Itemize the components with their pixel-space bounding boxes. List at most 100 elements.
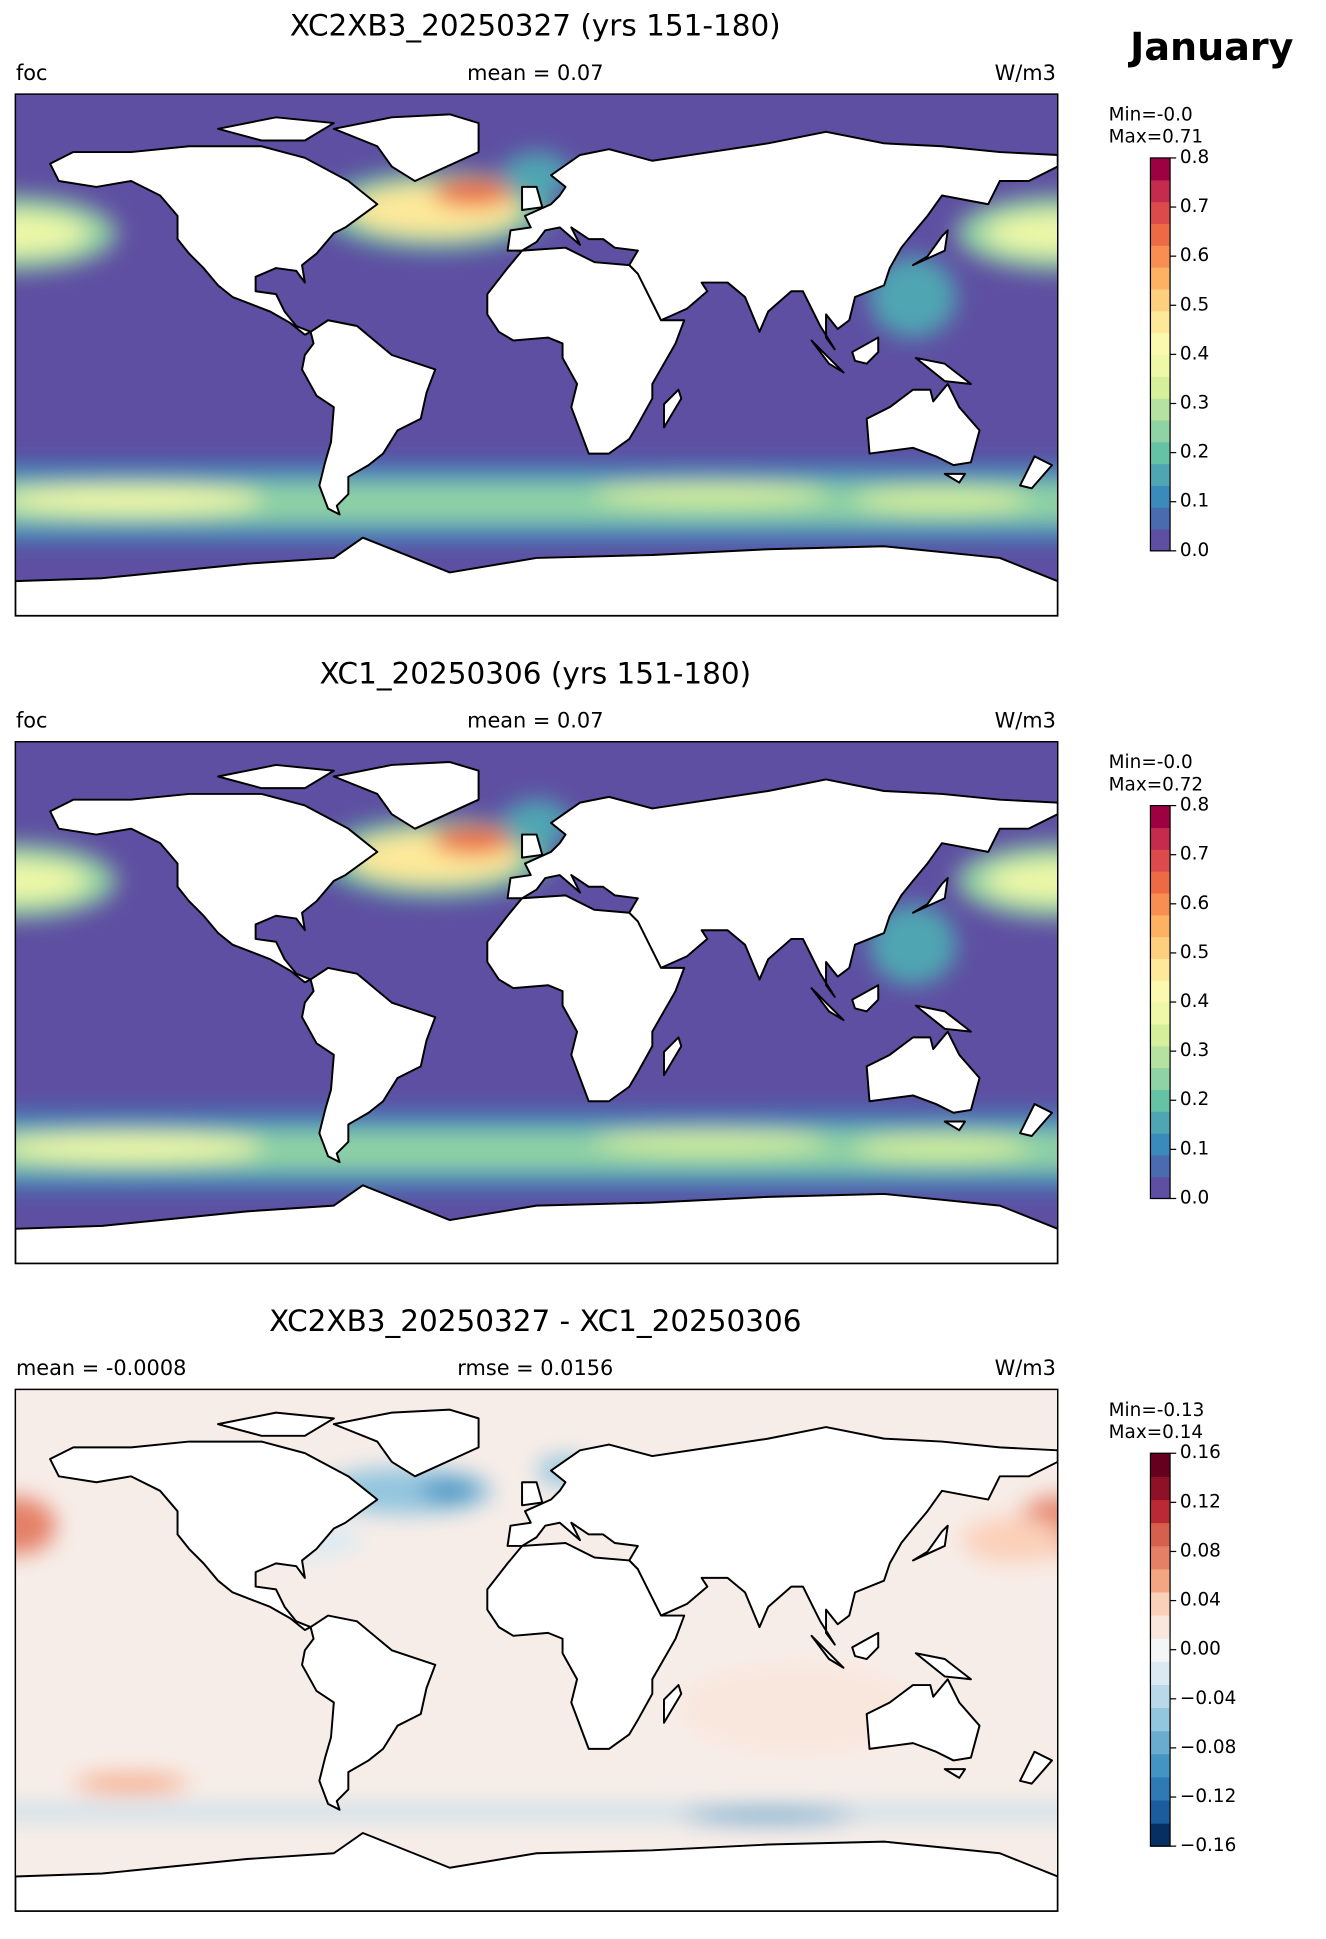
colorbar-level (1150, 1615, 1171, 1639)
land (943, 472, 967, 484)
land (486, 1542, 686, 1750)
land (301, 319, 437, 516)
land (911, 229, 949, 267)
colorbar-level (1150, 332, 1171, 355)
field-patch (681, 1664, 913, 1752)
land (1019, 1103, 1053, 1137)
colorbar-tick-label: 0.6 (1180, 893, 1209, 914)
land (49, 792, 379, 984)
colorbar-level (1150, 1067, 1171, 1090)
min-label: Min=-0.0 (1109, 752, 1193, 773)
field-patch (869, 256, 957, 338)
land (332, 113, 480, 183)
field-patch (432, 178, 514, 208)
colorbar-tick-label: 0.1 (1180, 491, 1209, 512)
right-label: W/m3 (995, 1356, 1056, 1380)
colorbar-level (1150, 958, 1171, 981)
colorbar-level (1150, 354, 1171, 377)
land (810, 987, 845, 1022)
colorbar-tick-label: 0.04 (1180, 1590, 1221, 1611)
land (865, 1030, 981, 1114)
field-patch (594, 1130, 827, 1154)
colorbar-tick-label: 0.7 (1180, 844, 1209, 865)
colorbar-level (1150, 1111, 1171, 1134)
land (911, 877, 949, 914)
land (486, 894, 686, 1103)
land (506, 130, 1058, 351)
field-patch (15, 485, 262, 515)
colorbar-level (1150, 1476, 1171, 1501)
colorbar-tick-label: 0.3 (1180, 1040, 1209, 1061)
field-patch (501, 799, 572, 847)
month-title: January (1127, 25, 1293, 69)
colorbar-level (1150, 1499, 1171, 1524)
colorbar-level (1150, 398, 1171, 421)
right-label: W/m3 (995, 61, 1056, 85)
colorbar-level (1150, 201, 1171, 225)
colorbar-level (1150, 1023, 1171, 1047)
land (15, 536, 1058, 616)
land (914, 1652, 972, 1681)
colorbar-level (1150, 245, 1171, 268)
land (301, 966, 437, 1164)
field-patch (501, 152, 572, 199)
colorbar-level (1150, 507, 1171, 530)
land (1019, 455, 1053, 490)
land (851, 336, 880, 365)
colorbar-tick-label: 0.1 (1180, 1138, 1209, 1159)
colorbar-level (1150, 376, 1171, 399)
colorbar-level (1150, 179, 1171, 203)
field-patch (855, 488, 1029, 512)
colorbar-level (1150, 914, 1171, 938)
map-frame (14, 1388, 1059, 1912)
field-patch (15, 212, 88, 254)
map (14, 741, 1059, 1265)
colorbar-level (1150, 1638, 1171, 1662)
colorbar-tick-label: 0.00 (1180, 1639, 1221, 1660)
field-patch (15, 1133, 262, 1163)
right-label: W/m3 (995, 708, 1056, 732)
colorbar-level (1150, 1522, 1171, 1547)
field-patch (985, 860, 1058, 902)
colorbar-level (1150, 463, 1171, 486)
colorbar-level (1150, 1176, 1171, 1200)
land (662, 1036, 683, 1077)
center-label: mean = 0.07 (467, 61, 603, 85)
min-label: Min=-0.13 (1109, 1400, 1205, 1421)
land (914, 1004, 972, 1033)
land (217, 116, 335, 142)
land (486, 246, 686, 455)
max-label: Max=0.72 (1109, 774, 1203, 795)
colorbar-tick-label: −0.08 (1180, 1737, 1236, 1758)
panel-title: XC2XB3_20250327 - XC1_20250306 (269, 1304, 801, 1338)
land (914, 356, 972, 385)
colorbar-level (1150, 936, 1171, 959)
land (301, 1614, 437, 1811)
field-patch (73, 1774, 190, 1793)
land (851, 1631, 880, 1661)
max-label: Max=0.14 (1109, 1422, 1203, 1443)
land (49, 145, 379, 336)
land (332, 761, 480, 830)
colorbar-level (1150, 871, 1171, 894)
panel: XC2XB3_20250327 (yrs 151-180) foc mean = 0… (14, 9, 1209, 617)
colorbar-level (1150, 1823, 1171, 1847)
colorbar-tick-label: −0.16 (1180, 1835, 1236, 1856)
land (506, 1426, 1058, 1646)
field-patch (594, 482, 827, 506)
land (1019, 1750, 1053, 1785)
left-label: foc (16, 708, 48, 732)
colorbar-level (1150, 223, 1171, 246)
field-patch (15, 860, 88, 902)
colorbar-level (1150, 441, 1171, 465)
colorbar-tick-label: 0.2 (1180, 1089, 1209, 1110)
colorbar-level (1150, 1684, 1171, 1709)
colorbar-level (1150, 1154, 1171, 1178)
left-label: mean = -0.0008 (16, 1356, 186, 1380)
colorbar-level (1150, 267, 1171, 290)
land (911, 1524, 949, 1562)
left-label: foc (16, 61, 48, 85)
colorbar-tick-label: 0.08 (1180, 1540, 1221, 1561)
